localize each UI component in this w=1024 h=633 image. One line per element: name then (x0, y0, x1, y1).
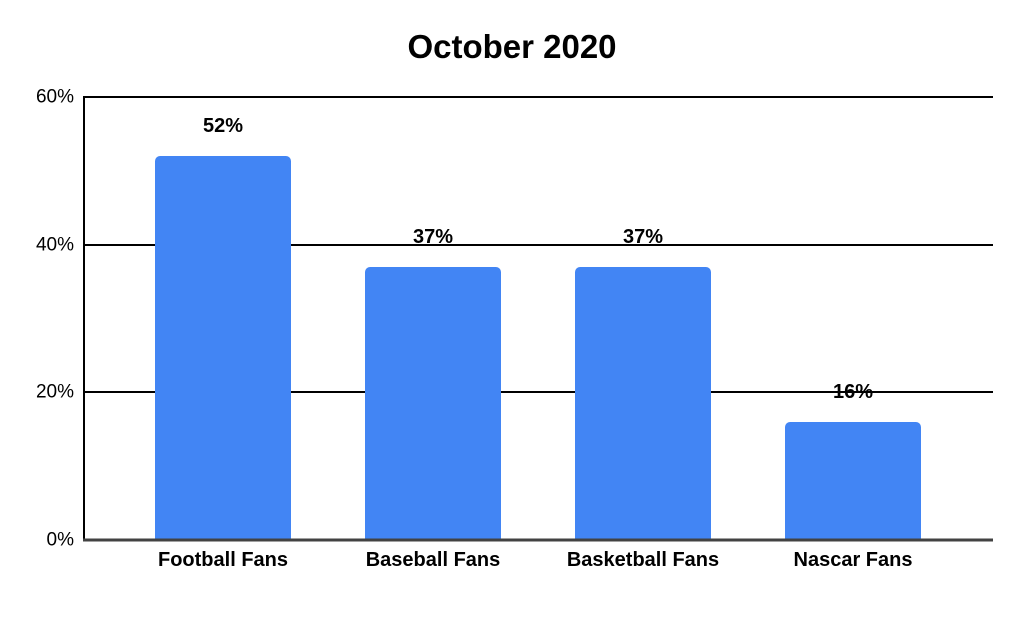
x-axis-line (83, 538, 993, 542)
value-label: 16% (832, 380, 874, 403)
value-label: 52% (202, 115, 244, 138)
y-axis-line (83, 97, 85, 540)
bar-group: 52% Football Fans (118, 97, 328, 571)
bar (575, 266, 711, 540)
y-tick-label: 0% (46, 529, 74, 551)
y-tick-label: 60% (35, 86, 74, 108)
bar (785, 421, 921, 540)
category-label: Nascar Fans (793, 549, 913, 571)
y-tick-label: 20% (35, 381, 74, 403)
bar (155, 156, 291, 540)
gridline-40% (83, 243, 993, 246)
bars-container: 52% Football Fans 37% Baseball Fans 37% Baske… (118, 97, 958, 571)
y-tick-label: 40% (35, 234, 74, 256)
gridline-60% (83, 96, 993, 98)
category-label: Baseball Fans (365, 549, 501, 571)
gridline-20% (83, 391, 993, 394)
category-label: Basketball Fans (566, 549, 720, 571)
bar-group: 16% Nascar Fans (748, 97, 958, 571)
bar (365, 266, 501, 540)
bar-group: 37% Baseball Fans (328, 97, 538, 571)
plot-area: 0% 20% 40% 60% 52% Football Fans 37% Baseball … (36, 88, 993, 571)
category-label: Football Fans (158, 549, 288, 571)
chart-title: October 2020 (407, 28, 617, 65)
value-label: 37% (412, 225, 454, 248)
bar-group: 37% Basketball Fans (538, 97, 748, 571)
value-label: 37% (622, 225, 664, 248)
